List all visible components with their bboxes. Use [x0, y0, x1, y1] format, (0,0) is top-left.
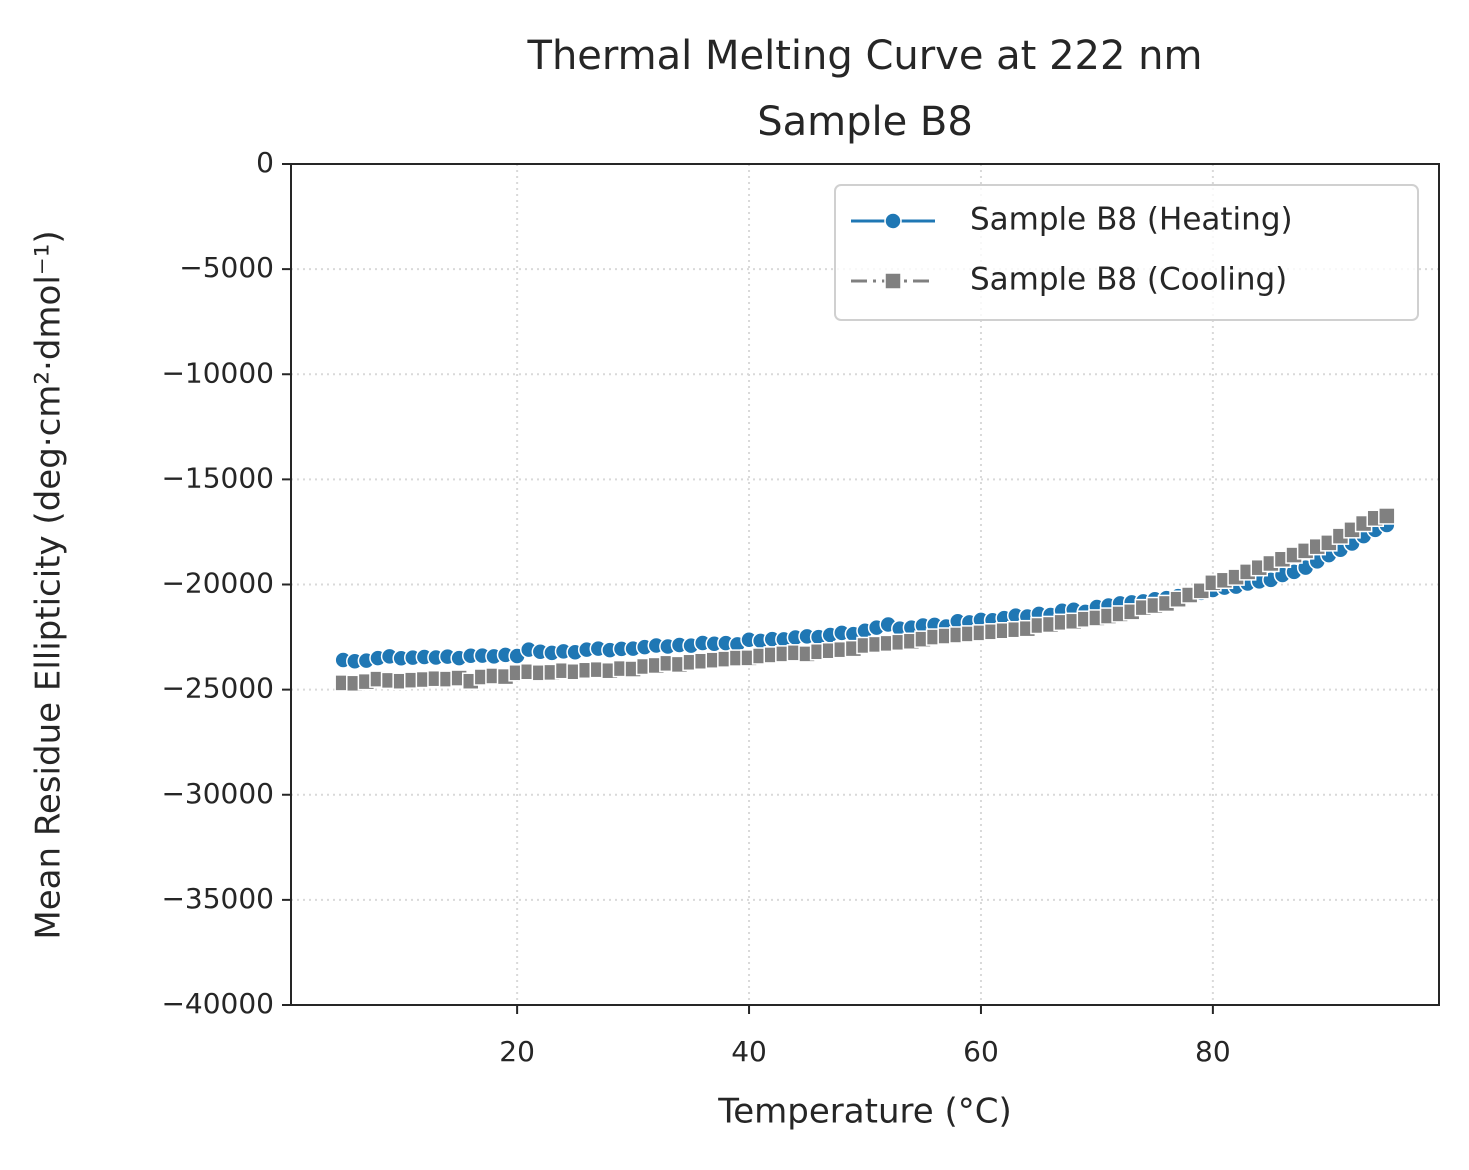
plot-frame [290, 163, 1440, 1006]
y-tick-label: −40000 [161, 987, 274, 1020]
marker [1378, 507, 1396, 525]
y-tick-label: −5000 [179, 251, 274, 284]
legend-box [834, 184, 1419, 321]
y-tick-label: −15000 [161, 461, 274, 494]
y-tick-label: −10000 [161, 356, 274, 389]
y-tick-label: −25000 [161, 672, 274, 705]
legend-label: Sample B8 (Heating) [970, 202, 1293, 238]
x-tick-label: 40 [731, 1035, 767, 1068]
legend-marker [884, 272, 902, 290]
y-tick-label: −20000 [161, 567, 274, 600]
legend-label: Sample B8 (Cooling) [970, 262, 1287, 298]
y-tick-label: 0 [256, 146, 274, 179]
x-tick-label: 60 [963, 1035, 999, 1068]
x-tick-label: 80 [1195, 1035, 1231, 1068]
x-tick-label: 20 [499, 1035, 535, 1068]
y-tick-label: −35000 [161, 882, 274, 915]
legend: Sample B8 (Heating) Sample B8 (Cooling) [834, 184, 1419, 321]
legend-marker [884, 212, 902, 230]
y-tick-label: −30000 [161, 777, 274, 810]
chart-title: Thermal Melting Curve at 222 nm [527, 33, 1203, 79]
y-axis-label: Mean Residue Ellipticity (deg·cm²·dmol⁻¹… [29, 230, 69, 939]
chart-subtitle: Sample B8 [757, 99, 973, 145]
x-axis-label: Temperature (°C) [717, 1092, 1011, 1132]
